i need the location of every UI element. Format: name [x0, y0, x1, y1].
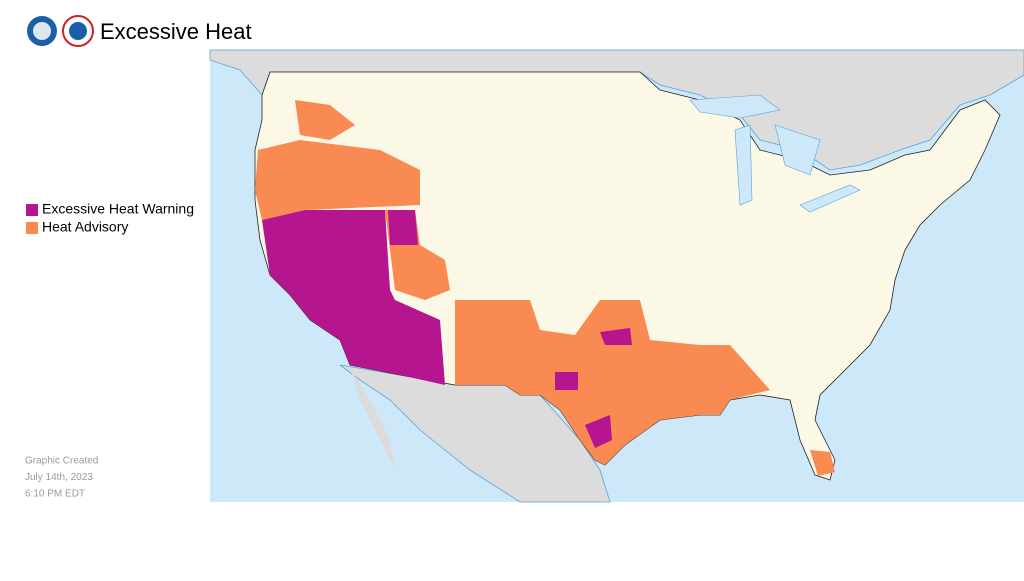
legend-label: Heat Advisory — [42, 219, 128, 235]
lake-erie — [799, 184, 861, 213]
lake-michigan — [734, 124, 753, 206]
nws-logo-inner — [69, 22, 87, 40]
warning-area — [555, 372, 578, 390]
warning-area — [585, 415, 612, 448]
advisory-area — [255, 140, 420, 220]
noaa-logo-inner — [33, 22, 51, 40]
footer-line: Graphic Created — [25, 456, 98, 467]
legend-label: Excessive Heat Warning — [42, 201, 194, 217]
footer: Graphic Created July 14th, 2023 6:10 PM ED… — [25, 456, 98, 500]
advisory-area — [295, 100, 355, 140]
footer-line: July 14th, 2023 — [25, 472, 93, 483]
title: Excessive Heat — [100, 19, 252, 44]
footer-line: 6:10 PM EDT — [25, 489, 85, 500]
warning-area — [600, 328, 632, 345]
legend-swatch — [26, 204, 38, 216]
map — [209, 49, 1024, 503]
lake-superior — [689, 94, 781, 119]
warning-area — [262, 210, 445, 385]
advisory-area — [455, 300, 770, 465]
baja — [350, 368, 395, 470]
warning-area — [388, 210, 418, 245]
advisory-areas — [255, 100, 835, 476]
legend-swatch — [26, 222, 38, 234]
warning-areas — [262, 210, 632, 448]
legend: Excessive Heat Warning Heat Advisory — [26, 201, 194, 235]
lake-huron — [774, 124, 821, 176]
advisory-area — [810, 450, 835, 476]
